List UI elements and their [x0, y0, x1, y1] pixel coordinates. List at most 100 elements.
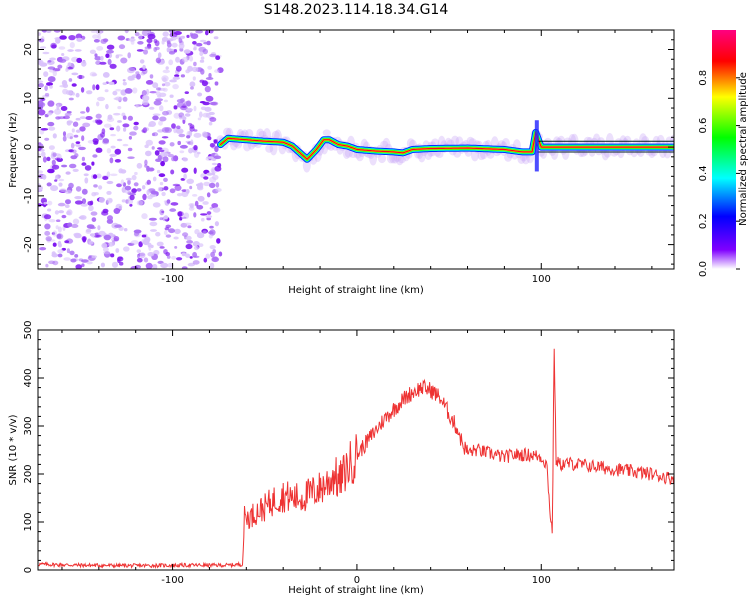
noise-speckle: [94, 119, 99, 124]
noise-speckle: [169, 79, 178, 83]
noise-speckle: [180, 74, 185, 78]
noise-speckle: [179, 150, 185, 154]
noise-speckle: [121, 199, 126, 203]
noise-speckle: [99, 61, 107, 65]
noise-speckle: [208, 121, 213, 126]
noise-speckle: [181, 167, 189, 173]
noise-speckle: [106, 44, 115, 50]
noise-speckle: [91, 161, 95, 166]
noise-speckle: [214, 69, 220, 73]
noise-speckle: [106, 197, 113, 204]
noise-speckle: [110, 133, 116, 137]
noise-speckle: [47, 168, 55, 174]
noise-speckle: [49, 85, 53, 89]
noise-speckle: [146, 179, 151, 185]
noise-speckle: [171, 156, 176, 162]
noise-speckle: [63, 257, 71, 261]
noise-speckle: [163, 177, 168, 182]
noise-speckle: [133, 182, 139, 187]
noise-speckle: [145, 150, 152, 157]
noise-speckle: [106, 190, 112, 195]
noise-speckle: [117, 35, 126, 41]
noise-speckle: [63, 115, 70, 120]
noise-speckle: [123, 228, 128, 232]
noise-speckle: [115, 248, 120, 253]
noise-speckle: [58, 182, 63, 187]
noise-speckle: [162, 87, 168, 92]
noise-speckle: [215, 55, 221, 60]
noise-speckle: [150, 229, 157, 232]
noise-speckle: [139, 252, 146, 259]
noise-speckle: [75, 186, 82, 192]
x-tick-label: 0: [354, 575, 360, 586]
noise-speckle: [50, 185, 59, 192]
ridge-halo: [517, 153, 526, 164]
noise-speckle: [181, 115, 186, 120]
noise-speckle: [159, 209, 165, 216]
noise-speckle: [72, 149, 77, 154]
noise-speckle: [213, 139, 219, 143]
noise-speckle: [73, 232, 81, 237]
noise-speckle: [176, 257, 183, 261]
noise-speckle: [38, 185, 43, 192]
noise-speckle: [147, 33, 156, 40]
noise-speckle: [159, 116, 167, 122]
noise-speckle: [136, 188, 142, 192]
noise-speckle: [208, 231, 214, 235]
colorbar-gradient: [712, 30, 736, 269]
noise-speckle: [191, 66, 199, 73]
noise-speckle: [52, 133, 57, 139]
ridge-halo: [486, 150, 495, 159]
noise-speckle: [91, 192, 97, 197]
noise-speckle: [54, 179, 58, 182]
noise-speckle: [149, 91, 157, 94]
noise-speckle: [188, 122, 192, 126]
noise-speckle: [174, 228, 181, 235]
noise-speckle: [205, 77, 214, 80]
noise-speckle: [64, 240, 70, 244]
noise-speckle: [168, 30, 176, 33]
noise-speckle: [193, 61, 197, 67]
noise-speckle: [65, 171, 71, 175]
ridge-halo: [271, 130, 280, 140]
noise-speckle: [60, 106, 68, 111]
noise-speckle: [81, 162, 87, 166]
noise-speckle: [55, 225, 59, 230]
noise-speckle: [163, 186, 169, 191]
noise-speckle: [115, 96, 123, 101]
noise-speckle: [102, 176, 109, 180]
noise-speckle: [209, 117, 217, 122]
colorbar-tick-label: 0.0: [698, 261, 709, 277]
noise-speckle: [74, 49, 82, 52]
noise-speckle: [137, 41, 144, 45]
noise-speckle: [81, 263, 85, 268]
noise-speckle: [70, 258, 77, 263]
ridge-halo: [435, 150, 444, 158]
noise-speckle: [113, 208, 121, 214]
noise-speckle: [80, 87, 85, 93]
noise-speckle: [185, 243, 193, 250]
noise-speckle: [48, 126, 56, 131]
noise-speckle: [183, 173, 187, 180]
noise-speckle: [91, 217, 97, 223]
noise-speckle: [109, 63, 117, 69]
noise-speckle: [212, 174, 219, 180]
noise-speckle: [146, 38, 153, 44]
noise-speckle: [40, 102, 46, 107]
noise-speckle: [67, 62, 72, 66]
noise-speckle: [124, 88, 133, 94]
noise-speckle: [207, 65, 213, 70]
noise-speckle: [62, 135, 67, 142]
noise-speckle: [39, 247, 47, 251]
noise-speckle: [175, 65, 182, 72]
noise-speckle: [192, 251, 198, 258]
noise-speckle: [68, 97, 74, 101]
noise-speckle: [160, 160, 166, 167]
noise-speckle: [38, 170, 43, 174]
noise-speckle: [56, 104, 60, 111]
spectrogram-xlabel: Height of straight line (km): [288, 285, 424, 296]
noise-speckle: [137, 253, 140, 259]
noise-speckle: [218, 251, 223, 257]
noise-speckle: [65, 67, 69, 72]
noise-speckle: [186, 100, 192, 107]
